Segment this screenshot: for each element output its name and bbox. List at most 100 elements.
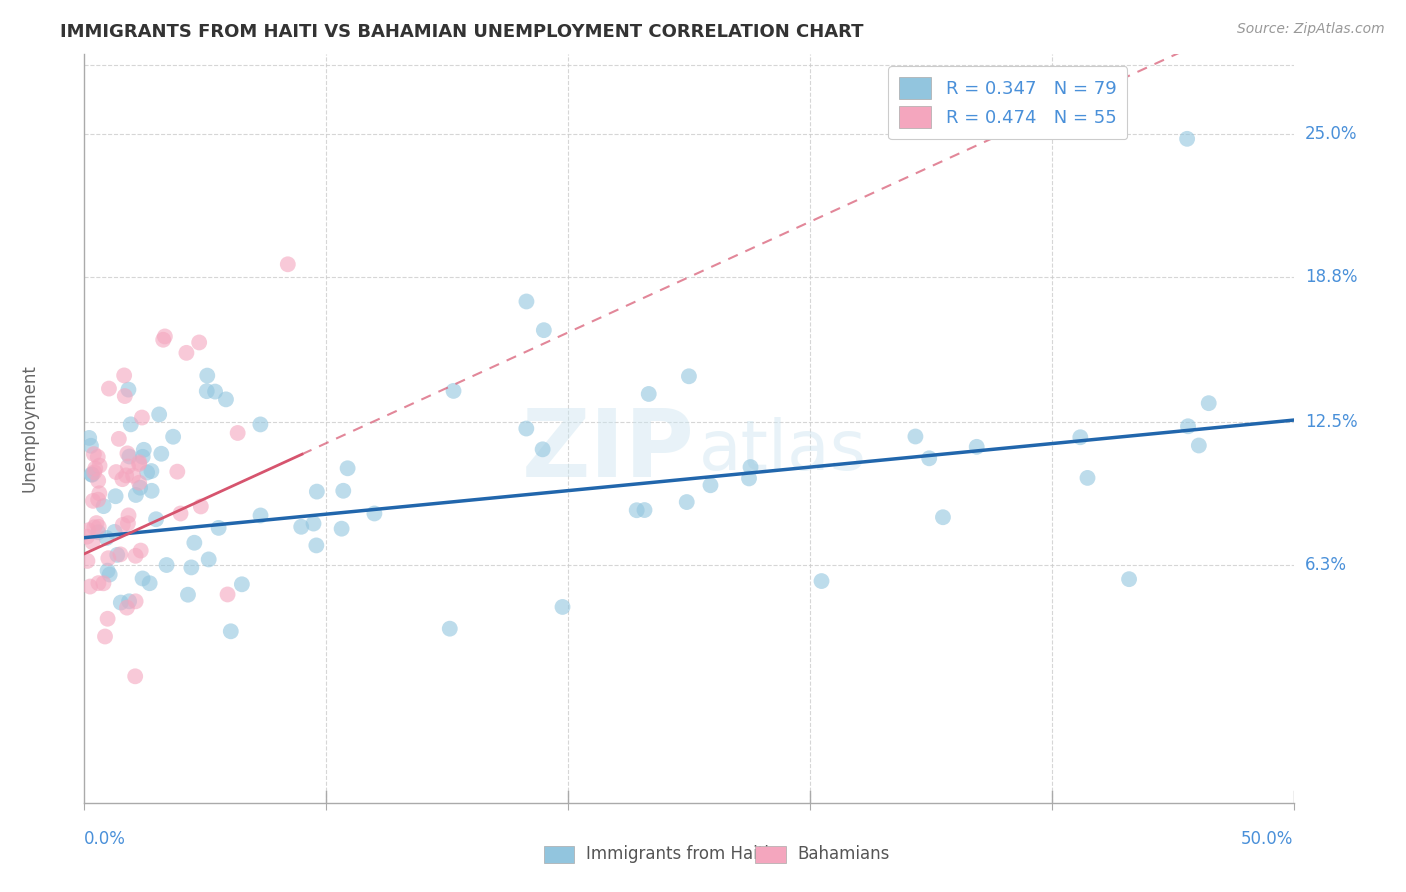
- Point: [89, 486, 111, 500]
- Point: [204, 384, 226, 399]
- Point: [83, 447, 105, 461]
- Point: [77, 431, 100, 445]
- Point: [84, 461, 107, 475]
- Point: [105, 465, 128, 479]
- Text: 25.0%: 25.0%: [1305, 125, 1357, 144]
- Point: [98, 382, 121, 396]
- Point: [87, 525, 110, 540]
- Point: [515, 294, 537, 309]
- Text: Bahamians: Bahamians: [797, 845, 890, 863]
- Point: [76, 554, 98, 568]
- Point: [111, 472, 134, 486]
- Point: [180, 560, 202, 574]
- Point: [83, 465, 105, 479]
- Text: IMMIGRANTS FROM HAITI VS BAHAMIAN UNEMPLOYMENT CORRELATION CHART: IMMIGRANTS FROM HAITI VS BAHAMIAN UNEMPL…: [60, 23, 863, 41]
- Point: [249, 417, 271, 432]
- Point: [738, 471, 761, 485]
- Point: [110, 547, 132, 561]
- Point: [1076, 471, 1098, 485]
- Point: [1118, 572, 1140, 586]
- Point: [531, 442, 554, 457]
- Point: [82, 535, 104, 549]
- Text: Unemployment: Unemployment: [21, 364, 39, 492]
- Point: [117, 383, 139, 397]
- Point: [93, 499, 115, 513]
- Point: [190, 500, 212, 514]
- Point: [141, 483, 163, 498]
- Point: [97, 551, 120, 566]
- Point: [97, 612, 120, 626]
- Point: [128, 455, 150, 469]
- Point: [110, 596, 132, 610]
- Point: [290, 520, 312, 534]
- Point: [226, 425, 249, 440]
- Point: [699, 478, 721, 492]
- Point: [87, 474, 110, 488]
- Text: 18.8%: 18.8%: [1305, 268, 1357, 286]
- Point: [145, 512, 167, 526]
- Point: [104, 489, 127, 503]
- Point: [117, 446, 139, 460]
- Point: [117, 516, 139, 531]
- Point: [183, 535, 205, 549]
- Point: [131, 410, 153, 425]
- Point: [150, 447, 173, 461]
- Point: [678, 369, 700, 384]
- Point: [98, 567, 121, 582]
- Point: [128, 457, 150, 471]
- Point: [129, 543, 152, 558]
- Point: [118, 450, 141, 464]
- Point: [363, 507, 385, 521]
- Point: [195, 368, 218, 383]
- Point: [79, 580, 101, 594]
- Point: [169, 507, 191, 521]
- Point: [197, 552, 219, 566]
- Point: [129, 481, 152, 495]
- Point: [138, 576, 160, 591]
- Point: [215, 392, 238, 407]
- Point: [118, 594, 141, 608]
- Point: [443, 384, 465, 398]
- Point: [231, 577, 253, 591]
- Point: [166, 465, 188, 479]
- Point: [94, 630, 117, 644]
- Point: [117, 508, 139, 523]
- Point: [249, 508, 271, 523]
- Point: [128, 475, 150, 490]
- Point: [152, 333, 174, 347]
- Point: [626, 503, 648, 517]
- Point: [1069, 430, 1091, 444]
- Point: [740, 460, 762, 475]
- Point: [120, 417, 142, 432]
- Point: [219, 624, 242, 639]
- Point: [162, 430, 184, 444]
- Point: [515, 421, 537, 435]
- Text: Source: ZipAtlas.com: Source: ZipAtlas.com: [1237, 22, 1385, 37]
- Point: [810, 574, 832, 588]
- Text: ZIP: ZIP: [522, 405, 695, 497]
- Point: [439, 622, 461, 636]
- Point: [1177, 419, 1199, 434]
- Point: [83, 520, 105, 534]
- Point: [904, 429, 927, 443]
- Point: [207, 521, 229, 535]
- Point: [1198, 396, 1220, 410]
- Text: atlas: atlas: [699, 417, 866, 484]
- Point: [89, 458, 111, 473]
- Point: [176, 346, 198, 360]
- Point: [188, 335, 211, 350]
- Point: [675, 495, 697, 509]
- Point: [104, 524, 127, 539]
- Point: [87, 492, 110, 507]
- Point: [96, 531, 118, 545]
- Legend: R = 0.347   N = 79, R = 0.474   N = 55: R = 0.347 N = 79, R = 0.474 N = 55: [889, 66, 1128, 139]
- Point: [77, 523, 100, 537]
- Point: [112, 368, 135, 383]
- Point: [93, 576, 115, 591]
- Point: [332, 483, 354, 498]
- Point: [533, 323, 555, 337]
- Point: [124, 594, 146, 608]
- Point: [117, 459, 139, 474]
- Point: [114, 389, 136, 403]
- Point: [80, 467, 103, 482]
